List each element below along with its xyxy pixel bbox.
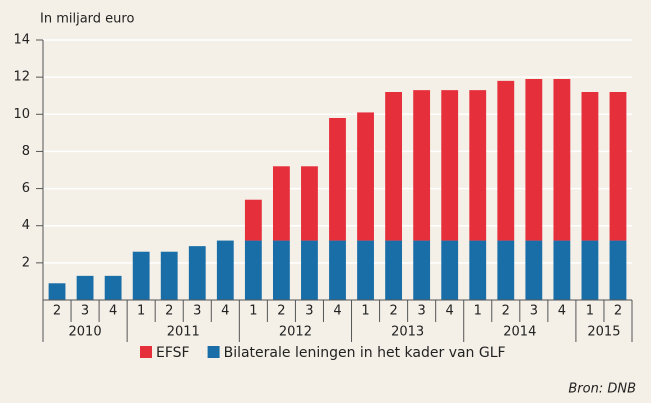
y-tick-label: 14 bbox=[13, 33, 30, 48]
x-tick-label: 4 bbox=[333, 304, 341, 319]
x-tick-label: 4 bbox=[221, 304, 229, 319]
bar-segment bbox=[581, 240, 599, 300]
bar-segment bbox=[553, 240, 571, 300]
bar-segment bbox=[609, 92, 627, 241]
bar-segment bbox=[497, 80, 515, 241]
year-label: 2010 bbox=[69, 325, 102, 340]
bar-segment bbox=[413, 240, 431, 300]
y-tick-label: 6 bbox=[22, 181, 30, 196]
x-tick-label: 2 bbox=[277, 304, 285, 319]
x-tick-label: 3 bbox=[305, 304, 313, 319]
bar-segment bbox=[469, 90, 487, 241]
bar-segment bbox=[413, 90, 431, 241]
legend-label: EFSF bbox=[156, 345, 190, 361]
source: Bron: DNB bbox=[568, 382, 636, 397]
year-label: 2012 bbox=[279, 325, 312, 340]
x-tick-label: 1 bbox=[249, 304, 257, 319]
bar-segment bbox=[329, 240, 346, 300]
year-label: 2015 bbox=[587, 325, 620, 340]
y-tick-label: 12 bbox=[13, 70, 30, 85]
x-tick-label: 2 bbox=[502, 304, 510, 319]
x-tick-label: 2 bbox=[389, 304, 397, 319]
x-tick-label: 4 bbox=[558, 304, 566, 319]
x-tick-label: 1 bbox=[361, 304, 369, 319]
x-tick-label: 3 bbox=[193, 304, 201, 319]
bar-segment bbox=[48, 283, 66, 300]
bar-segment bbox=[357, 112, 374, 241]
x-tick-label: 3 bbox=[418, 304, 426, 319]
bar-segment bbox=[525, 79, 543, 241]
x-tick-label: 1 bbox=[137, 304, 145, 319]
bar-segment bbox=[76, 275, 94, 300]
bar-segment bbox=[497, 240, 515, 300]
bar-segment bbox=[272, 166, 290, 241]
bar-segment bbox=[385, 92, 403, 241]
bar-segment bbox=[525, 240, 543, 300]
bar-segment bbox=[357, 240, 374, 300]
x-tick-label: 2 bbox=[165, 304, 173, 319]
bar-segment bbox=[441, 90, 459, 241]
legend-swatch bbox=[140, 346, 152, 358]
bar-segment bbox=[104, 275, 122, 300]
bar-segment bbox=[441, 240, 459, 300]
bar-segment bbox=[581, 92, 599, 241]
x-tick-label: 3 bbox=[530, 304, 538, 319]
x-tick-label: 2 bbox=[614, 304, 622, 319]
bar-segment bbox=[216, 240, 234, 300]
x-tick-label: 4 bbox=[446, 304, 454, 319]
y-tick-label: 2 bbox=[22, 255, 30, 270]
year-label: 2014 bbox=[503, 325, 536, 340]
x-tick-label: 3 bbox=[81, 304, 89, 319]
bar-segment bbox=[132, 251, 150, 300]
bar-segment bbox=[244, 199, 262, 241]
bar-segment bbox=[329, 118, 346, 241]
x-tick-label: 1 bbox=[474, 304, 482, 319]
bar-segment bbox=[160, 251, 178, 300]
bar-segment bbox=[553, 79, 571, 241]
y-tick-label: 4 bbox=[22, 218, 30, 233]
x-tick-label: 1 bbox=[586, 304, 594, 319]
bar-segment bbox=[609, 240, 627, 300]
bar-segment bbox=[301, 166, 318, 241]
y-axis-label: In miljard euro bbox=[40, 12, 134, 27]
year-label: 2013 bbox=[391, 325, 424, 340]
y-tick-label: 8 bbox=[22, 144, 30, 159]
y-tick-label: 10 bbox=[13, 107, 30, 122]
bar-segment bbox=[469, 240, 487, 300]
bar-segment bbox=[301, 240, 318, 300]
bar-segment bbox=[272, 240, 290, 300]
bar-segment bbox=[385, 240, 403, 300]
bar-segment bbox=[188, 246, 206, 300]
x-tick-label: 2 bbox=[53, 304, 61, 319]
bar-segment bbox=[244, 240, 262, 300]
x-tick-label: 4 bbox=[109, 304, 117, 319]
year-label: 2011 bbox=[167, 325, 200, 340]
legend-swatch bbox=[207, 346, 220, 358]
legend-label: Bilaterale leningen in het kader van GLF bbox=[224, 345, 506, 361]
